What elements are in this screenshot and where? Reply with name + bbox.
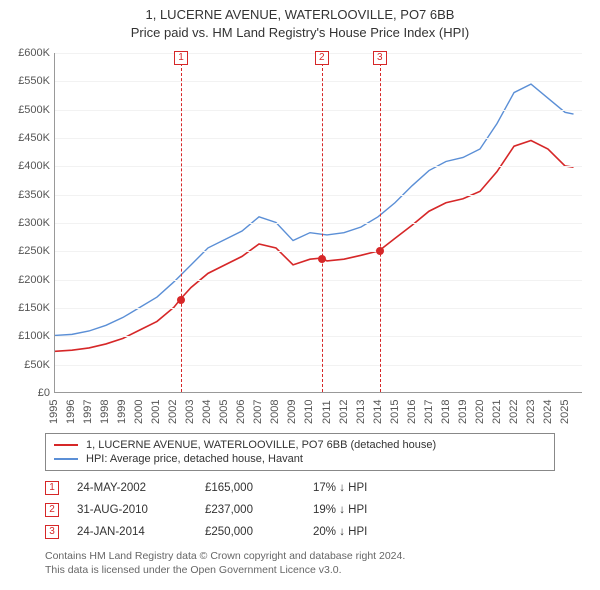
x-tick-label: 2024 [542,402,554,424]
gridline-h [55,81,582,82]
gridline-h [55,308,582,309]
x-tick-label: 1999 [116,402,128,424]
y-tick-label: £450K [10,132,50,144]
sale-marker: 2 [45,503,59,517]
gridline-h [55,166,582,167]
legend-swatch [54,444,78,446]
x-tick-label: 2019 [457,402,469,424]
legend-item: 1, LUCERNE AVENUE, WATERLOOVILLE, PO7 6B… [54,438,546,452]
x-tick-label: 2017 [423,402,435,424]
x-tick-label: 2003 [184,402,196,424]
series-property [55,141,574,352]
plot-region: 1 2 3 [54,53,582,393]
event-line-2 [322,53,323,392]
x-tick-label: 2009 [286,402,298,424]
x-tick-label: 2010 [303,402,315,424]
sale-date: 31-AUG-2010 [77,504,187,516]
y-tick-label: £550K [10,75,50,87]
y-tick-label: £600K [10,47,50,59]
x-tick-label: 2021 [491,402,503,424]
x-tick-label: 2000 [133,402,145,424]
sale-date: 24-MAY-2002 [77,482,187,494]
event-marker-1: 1 [174,51,188,65]
legend: 1, LUCERNE AVENUE, WATERLOOVILLE, PO7 6B… [45,433,555,471]
event-marker-3: 3 [373,51,387,65]
series-hpi [55,84,574,335]
sale-diff: 20% ↓ HPI [313,526,555,538]
sale-row: 1 24-MAY-2002 £165,000 17% ↓ HPI [45,477,555,499]
chart-area: 1 2 3 £0 £50K £100K £150K £200K £250K £300K £350K… [10,47,590,427]
legend-label: 1, LUCERNE AVENUE, WATERLOOVILLE, PO7 6B… [86,439,436,451]
y-tick-label: £250K [10,245,50,257]
sale-marker: 1 [45,481,59,495]
x-tick-label: 2012 [338,402,350,424]
y-tick-label: £400K [10,160,50,172]
x-tick-label: 2022 [508,402,520,424]
sale-price: £237,000 [205,504,295,516]
sales-table: 1 24-MAY-2002 £165,000 17% ↓ HPI 2 31-AUG-201… [45,477,555,543]
sale-price: £165,000 [205,482,295,494]
gridline-h [55,365,582,366]
x-tick-label: 2011 [321,402,333,424]
legend-item: HPI: Average price, detached house, Hava… [54,452,546,466]
x-tick-label: 2006 [235,402,247,424]
event-line-3 [380,53,381,392]
sale-marker: 3 [45,525,59,539]
x-tick-label: 1997 [82,402,94,424]
sale-row: 3 24-JAN-2014 £250,000 20% ↓ HPI [45,521,555,543]
y-tick-label: £50K [10,359,50,371]
y-tick-label: £200K [10,274,50,286]
x-tick-label: 2020 [474,402,486,424]
legend-swatch [54,458,78,460]
x-tick-label: 2007 [252,402,264,424]
gridline-h [55,223,582,224]
legend-label: HPI: Average price, detached house, Hava… [86,453,303,465]
gridline-h [55,251,582,252]
sale-dot [318,255,326,263]
y-tick-label: £350K [10,189,50,201]
sale-dot [376,247,384,255]
gridline-h [55,280,582,281]
event-line-1 [181,53,182,392]
x-tick-label: 2018 [440,402,452,424]
chart-container: 1, LUCERNE AVENUE, WATERLOOVILLE, PO7 6B… [0,0,600,581]
title-subtitle: Price paid vs. HM Land Registry's House … [10,24,590,42]
sale-diff: 17% ↓ HPI [313,482,555,494]
y-tick-label: £100K [10,330,50,342]
footer-line1: Contains HM Land Registry data © Crown c… [45,549,555,563]
x-tick-label: 2001 [150,402,162,424]
x-tick-label: 2002 [167,402,179,424]
sale-diff: 19% ↓ HPI [313,504,555,516]
x-tick-label: 2016 [406,402,418,424]
title-address: 1, LUCERNE AVENUE, WATERLOOVILLE, PO7 6B… [10,6,590,24]
gridline-h [55,195,582,196]
x-tick-label: 2023 [525,402,537,424]
x-tick-label: 2014 [372,402,384,424]
x-tick-label: 2015 [389,402,401,424]
x-tick-label: 2025 [559,402,571,424]
sale-price: £250,000 [205,526,295,538]
title-block: 1, LUCERNE AVENUE, WATERLOOVILLE, PO7 6B… [10,6,590,41]
y-tick-label: £150K [10,302,50,314]
y-tick-label: £0 [10,387,50,399]
x-tick-label: 2005 [218,402,230,424]
x-tick-label: 2008 [269,402,281,424]
gridline-h [55,138,582,139]
sale-dot [177,296,185,304]
sale-row: 2 31-AUG-2010 £237,000 19% ↓ HPI [45,499,555,521]
x-tick-label: 1998 [99,402,111,424]
gridline-h [55,336,582,337]
footer: Contains HM Land Registry data © Crown c… [45,549,555,577]
x-tick-label: 1996 [65,402,77,424]
x-tick-label: 1995 [48,402,60,424]
x-tick-label: 2013 [355,402,367,424]
footer-line2: This data is licensed under the Open Gov… [45,563,555,577]
event-marker-2: 2 [315,51,329,65]
y-tick-label: £500K [10,104,50,116]
x-tick-label: 2004 [201,402,213,424]
sale-date: 24-JAN-2014 [77,526,187,538]
gridline-h [55,110,582,111]
y-tick-label: £300K [10,217,50,229]
